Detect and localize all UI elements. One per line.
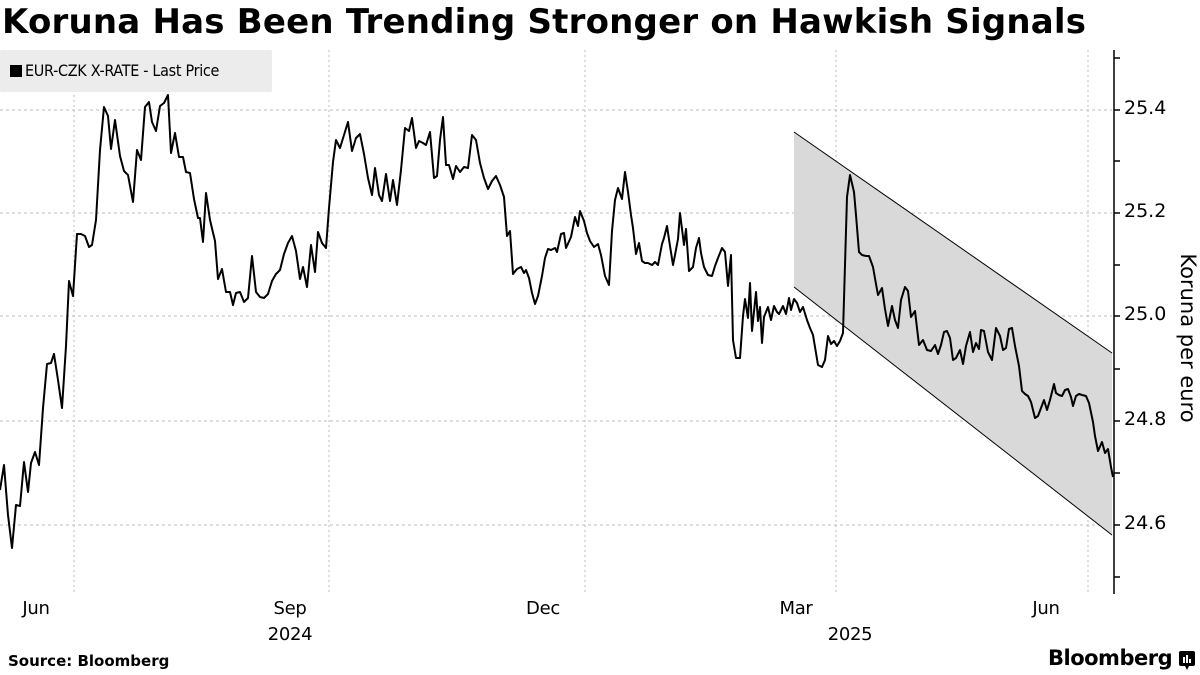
y-tick-label: 25.2: [1124, 200, 1167, 222]
brand-wordmark: Bloomberg: [1048, 646, 1173, 670]
y-axis: [1113, 50, 1120, 594]
y-axis-label: Koruna per euro: [1176, 253, 1200, 423]
x-year-label: 2025: [827, 624, 873, 645]
legend-label: EUR-CZK X-RATE - Last Price: [25, 61, 220, 80]
legend-swatch-icon: [10, 65, 22, 77]
x-year-label: 2024: [267, 624, 313, 645]
channel-lower-edge: [793, 286, 1113, 536]
price-line: [0, 94, 1114, 549]
chart-title: Koruna Has Been Trending Stronger on Haw…: [2, 2, 1087, 42]
x-tick-label: Mar: [779, 598, 813, 619]
x-tick-label: Sep: [273, 598, 307, 619]
trend-channel: [794, 132, 1112, 535]
vertical-gridlines: [73, 50, 1089, 594]
legend: EUR-CZK X-RATE - Last Price: [0, 50, 272, 92]
y-tick-label: 24.8: [1124, 408, 1167, 430]
x-tick-label: Dec: [526, 598, 560, 619]
y-tick-label: 25.0: [1124, 303, 1167, 325]
channel-upper-edge: [793, 131, 1113, 354]
y-tick-label: 25.4: [1124, 97, 1167, 119]
x-tick-label: Jun: [22, 598, 50, 619]
x-tick-label: Jun: [1032, 598, 1060, 619]
y-tick-label: 24.6: [1124, 512, 1167, 534]
brand-logo-icon: [1179, 651, 1195, 670]
source-note: Source: Bloomberg: [8, 652, 170, 670]
